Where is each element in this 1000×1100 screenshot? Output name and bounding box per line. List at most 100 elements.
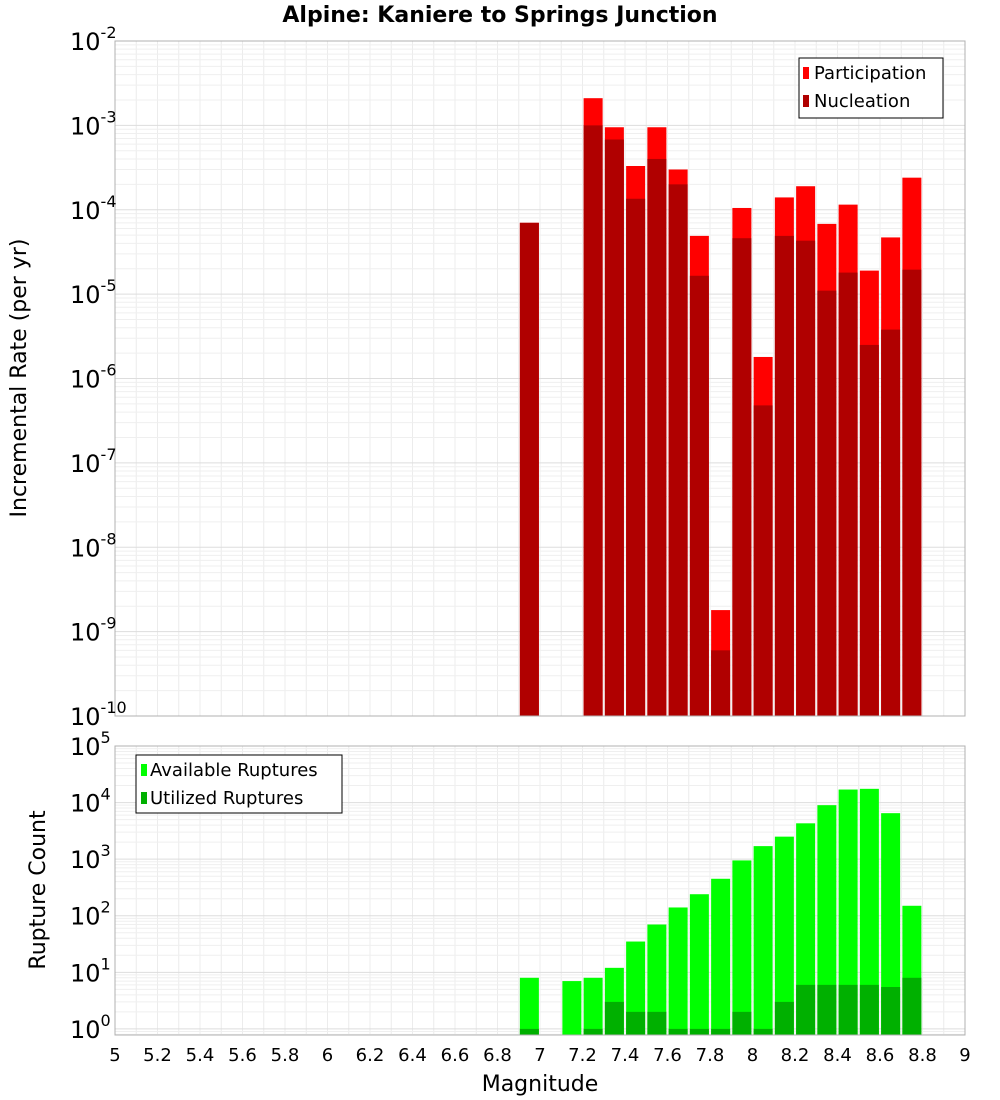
top-bar-nucleation (796, 240, 816, 717)
top-y-tick-label: 10-5 (70, 276, 117, 309)
x-tick-label: 6.4 (398, 1045, 427, 1066)
top-bar-nucleation (817, 290, 837, 716)
bottom-bar-available-ruptures (732, 860, 752, 1035)
top-y-tick-label: 10-2 (70, 23, 117, 56)
top-y-tick-label: 10-9 (70, 614, 117, 647)
top-bar-nucleation (668, 184, 688, 717)
bottom-bar-utilized-ruptures (902, 977, 922, 1035)
top-legend-box (798, 57, 944, 119)
bottom-y-ticks: 100 101 102 103 104 105 (70, 728, 111, 1044)
x-tick-label: 8.2 (781, 1045, 810, 1066)
bottom-bar-utilized-ruptures (859, 984, 879, 1035)
bottom-bars (519, 788, 922, 1035)
x-tick-label: 6.8 (483, 1045, 512, 1066)
top-y-tick-label: 10-10 (70, 698, 127, 731)
bottom-legend-box (135, 754, 343, 814)
x-tick-label: 7.8 (696, 1045, 725, 1066)
bottom-bar-available-ruptures (668, 907, 688, 1035)
bottom-bar-available-ruptures (626, 941, 646, 1035)
x-tick-label: 7.4 (611, 1045, 640, 1066)
legend-swatch-participation (803, 67, 809, 79)
bottom-bar-available-ruptures (859, 788, 879, 1035)
x-tick-label: 6.6 (441, 1045, 470, 1066)
top-y-tick-label: 10-7 (70, 445, 117, 478)
bottom-bar-available-ruptures (519, 977, 539, 1035)
x-tick-label: 8.8 (908, 1045, 937, 1066)
x-tick-label: 8.6 (866, 1045, 895, 1066)
bottom-bar-utilized-ruptures (583, 1028, 603, 1035)
bottom-y-tick-label: 105 (70, 728, 111, 761)
top-plot-frame (114, 40, 966, 717)
legend-label-utilized: Utilized Ruptures (150, 788, 303, 809)
legend-label-nucleation: Nucleation (814, 91, 910, 112)
bottom-bar-utilized-ruptures (817, 984, 837, 1035)
x-tick-label: 7.6 (653, 1045, 682, 1066)
top-bar-nucleation (753, 405, 773, 716)
bottom-bar-utilized-ruptures (838, 984, 858, 1035)
bottom-bar-available-ruptures (817, 805, 837, 1035)
bottom-bar-utilized-ruptures (774, 1001, 794, 1035)
top-y-axis-label: Incremental Rate (per yr) (7, 239, 32, 518)
top-legend: Participation Nucleation (798, 57, 944, 119)
x-tick-label: 9 (959, 1045, 970, 1066)
bottom-y-tick-label: 101 (70, 954, 111, 987)
top-bars (519, 98, 922, 717)
bottom-bar-available-ruptures (689, 894, 709, 1035)
bottom-bar-utilized-ruptures (604, 1001, 624, 1035)
bottom-bar-utilized-ruptures (711, 1028, 731, 1035)
legend-swatch-utilized (141, 792, 147, 804)
top-bar-nucleation (583, 125, 603, 716)
bottom-bar-utilized-ruptures (626, 1011, 646, 1035)
bottom-plot-frame (114, 745, 966, 1036)
top-y-tick-label: 10-8 (70, 529, 117, 562)
x-ticks: 5 5.2 5.4 5.6 5.8 6 6.2 6.4 6.6 6.8 7 7.2 7.4 7.6 7.8 8… (109, 1045, 970, 1066)
bottom-legend: Available Ruptures Utilized Ruptures (135, 754, 343, 814)
top-bar-nucleation (902, 269, 922, 716)
top-bar-nucleation (626, 198, 646, 717)
bottom-bar-available-ruptures (562, 981, 582, 1035)
bottom-bar-utilized-ruptures (881, 987, 901, 1035)
bottom-y-tick-label: 104 (70, 785, 111, 818)
bottom-bar-available-ruptures (838, 789, 858, 1035)
top-bar-nucleation (711, 650, 731, 716)
top-bar-nucleation (732, 238, 752, 716)
top-bar-nucleation (519, 222, 539, 716)
top-bar-nucleation (689, 275, 709, 716)
bottom-bar-available-ruptures (753, 846, 773, 1035)
bottom-y-tick-label: 103 (70, 841, 111, 874)
top-grid (115, 41, 965, 717)
legend-label-available: Available Ruptures (150, 760, 318, 781)
x-axis-label: Magnitude (482, 1072, 599, 1097)
bottom-bar-available-ruptures (881, 813, 901, 1035)
bottom-y-tick-label: 100 (70, 1011, 111, 1044)
bottom-bar-available-ruptures (583, 977, 603, 1035)
x-tick-label: 5.4 (186, 1045, 215, 1066)
x-tick-label: 8.4 (823, 1045, 852, 1066)
x-tick-label: 8 (747, 1045, 758, 1066)
x-tick-label: 6 (322, 1045, 333, 1066)
bottom-bar-utilized-ruptures (668, 1028, 688, 1035)
legend-label-participation: Participation (814, 63, 926, 84)
top-bar-nucleation (647, 158, 667, 717)
bottom-bar-utilized-ruptures (689, 1028, 709, 1035)
bottom-bar-utilized-ruptures (519, 1028, 539, 1035)
x-tick-label: 5.2 (143, 1045, 172, 1066)
top-y-tick-label: 10-6 (70, 361, 117, 394)
x-tick-label: 7.2 (568, 1045, 597, 1066)
top-bar-nucleation (604, 139, 624, 716)
legend-swatch-nucleation (803, 95, 809, 107)
top-y-tick-label: 10-3 (70, 107, 117, 140)
x-tick-label: 5.6 (228, 1045, 257, 1066)
bottom-y-tick-label: 102 (70, 898, 111, 931)
top-bar-nucleation (859, 344, 879, 716)
x-tick-label: 6.2 (356, 1045, 385, 1066)
top-y-ticks: 10-10 10-9 10-8 10-7 10-6 10-5 10-4 10-3 10-2 (70, 23, 127, 731)
bottom-bar-utilized-ruptures (796, 984, 816, 1035)
bottom-bar-utilized-ruptures (647, 1011, 667, 1035)
bottom-y-axis-label: Rupture Count (26, 810, 51, 970)
bottom-bar-available-ruptures (774, 836, 794, 1035)
top-bar-nucleation (881, 329, 901, 716)
x-tick-label: 5 (109, 1045, 120, 1066)
bottom-bar-utilized-ruptures (732, 1011, 752, 1035)
